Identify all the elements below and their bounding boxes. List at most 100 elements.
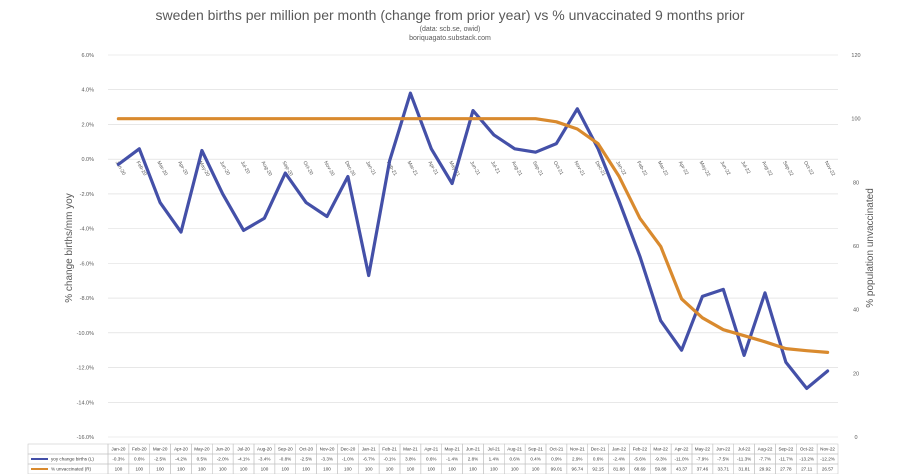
x-tick-label: Jul-20 <box>239 160 251 175</box>
left-tick-label: -6.0% <box>80 261 94 267</box>
table-cell-value: -0.8% <box>279 457 291 462</box>
table-cell-value: -2.5% <box>300 457 312 462</box>
x-tick-label: Nov-21 <box>573 160 586 177</box>
x-tick-label: Aug-20 <box>260 160 273 177</box>
table-cell-value: 26.57 <box>822 467 834 472</box>
table-cell-value: 100 <box>365 467 373 472</box>
x-tick-label: Jul-22 <box>739 160 751 175</box>
table-cell-value: 100 <box>198 467 206 472</box>
table-cell-value: 59.88 <box>655 467 667 472</box>
table-cell-value: 100 <box>490 467 498 472</box>
table-cell-value: 0.9% <box>551 457 561 462</box>
table-cell-value: -0.1% <box>384 457 396 462</box>
left-tick-label: -16.0% <box>77 435 95 441</box>
table-cell-value: -4.2% <box>175 457 187 462</box>
table-cell-value: 0.6% <box>593 457 603 462</box>
x-tick-label: Jun-20 <box>218 160 231 176</box>
left-axis-title: % change births/mm yoy <box>64 193 75 303</box>
unvaccinated-line <box>116 117 830 354</box>
left-tick-label: -8.0% <box>80 296 94 302</box>
table-header-text: May-21 <box>444 447 460 452</box>
table-row-label: % unvaccinated (R) <box>51 467 92 472</box>
x-tick-label: Jun-21 <box>468 160 481 176</box>
table-cell-value: 68.69 <box>634 467 646 472</box>
table-cell-value: 92.15 <box>592 467 604 472</box>
right-tick-label: 60 <box>853 244 859 250</box>
chart-subtitle-site: boriquagato.substack.com <box>409 35 491 42</box>
table-cell-value: -7.7% <box>759 457 771 462</box>
right-axis-ticks: 120 100 80 60 40 20 0 <box>851 53 860 441</box>
table-cell-value: -3.3% <box>321 457 333 462</box>
table-cell-value: -11.7% <box>779 457 793 462</box>
table-header-text: Jun-22 <box>716 447 730 452</box>
table-cell-value: 0.6% <box>426 457 436 462</box>
table-header-text: Apr-21 <box>424 447 438 452</box>
table-header-text: May-22 <box>695 447 711 452</box>
left-axis-ticks: 6.0% 4.0% 2.0% 0.0% -2.0% -4.0% -6.0% -8.0% -10.… <box>77 53 95 441</box>
table-cell-value: 27.11 <box>801 467 813 472</box>
table-cell-value: 100 <box>156 467 164 472</box>
table-cell-value: -2.5% <box>154 457 166 462</box>
table-cell-value: 27.78 <box>780 467 792 472</box>
table-cell-value: 100 <box>219 467 227 472</box>
table-cell-value: 100 <box>240 467 248 472</box>
table-cell-value: 2.8% <box>468 457 478 462</box>
x-tick-label: Sep-22 <box>781 160 794 177</box>
x-tick-label: Oct-21 <box>552 160 565 176</box>
table-cell-value: 100 <box>427 467 435 472</box>
table-header-text: Apr-20 <box>174 447 188 452</box>
left-tick-label: 4.0% <box>81 88 94 94</box>
table-header-text: Jul-22 <box>738 447 751 452</box>
table-cell-value: 31.81 <box>738 467 750 472</box>
x-tick-label: Mar-20 <box>155 160 168 177</box>
left-tick-label: -4.0% <box>80 227 94 233</box>
x-tick-label: Aug-21 <box>510 160 523 177</box>
table-header-text: Aug-21 <box>507 447 522 452</box>
table-header-text: Feb-20 <box>132 447 147 452</box>
table-header-text: Apr-22 <box>675 447 689 452</box>
table-cell-value: 43.37 <box>676 467 688 472</box>
right-tick-label: 40 <box>853 308 859 314</box>
table-cell-value: 100 <box>177 467 185 472</box>
table-cell-value: -9.3% <box>655 457 667 462</box>
left-tick-label: -14.0% <box>77 400 95 406</box>
table-cell-value: -11.3% <box>737 457 751 462</box>
right-tick-label: 100 <box>851 117 860 123</box>
table-cell-value: -2.4% <box>613 457 625 462</box>
left-tick-label: 2.0% <box>81 122 94 128</box>
x-tick-label: May-22 <box>698 160 712 178</box>
table-cell-value: 100 <box>135 467 143 472</box>
table-row-label: yoy change births (L) <box>51 457 94 462</box>
table-cell-value: 96.74 <box>572 467 584 472</box>
table-cell-value: 100 <box>469 467 477 472</box>
table-cell-value: -2.0% <box>217 457 229 462</box>
x-tick-label: Aug-22 <box>760 160 773 177</box>
table-header-text: Oct-22 <box>800 447 814 452</box>
table-cell-value: 0.6% <box>509 457 519 462</box>
table-cell-value: 99.01 <box>551 467 563 472</box>
table-header-text: Jun-21 <box>466 447 480 452</box>
table-cell-value: 100 <box>407 467 415 472</box>
table-cell-value: -4.1% <box>238 457 250 462</box>
right-tick-label: 20 <box>853 371 859 377</box>
table-cell-value: 37.46 <box>697 467 709 472</box>
table-header-text: Aug-20 <box>257 447 272 452</box>
x-tick-label: Sep-21 <box>531 160 544 177</box>
table-cell-value: -13.2% <box>799 457 814 462</box>
left-tick-label: 0.0% <box>81 157 94 163</box>
table-cell-value: -6.7% <box>363 457 375 462</box>
x-tick-label: Apr-21 <box>427 160 440 176</box>
x-tick-label: Dec-20 <box>343 160 356 177</box>
table-cell-value: 2.9% <box>572 457 582 462</box>
table-cell-value: 81.88 <box>613 467 625 472</box>
table-header-text: Jul-21 <box>488 447 501 452</box>
table-header-text: Oct-21 <box>550 447 564 452</box>
x-tick-label: Oct-20 <box>301 160 314 176</box>
table-cell-value: 100 <box>386 467 394 472</box>
table-cell-value: -7.5% <box>717 457 729 462</box>
table-header-text: Jun-20 <box>216 447 230 452</box>
table-cell-value: -0.3% <box>112 457 124 462</box>
x-tick-label: Jul-21 <box>489 160 501 175</box>
table-cell-value: 29.92 <box>759 467 771 472</box>
